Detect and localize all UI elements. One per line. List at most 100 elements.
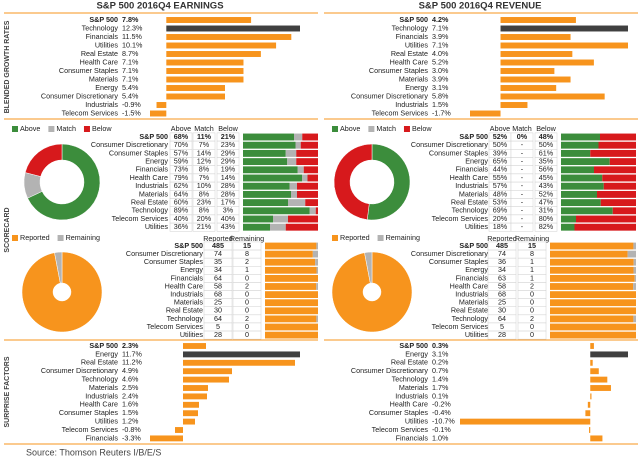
bar bbox=[166, 59, 244, 66]
table-value: 485 bbox=[212, 241, 224, 250]
bar bbox=[183, 343, 206, 349]
row-label: Consumer Discretionary bbox=[351, 91, 428, 100]
table-value: 15 bbox=[528, 241, 536, 250]
donut-slice bbox=[54, 251, 63, 284]
table-value: 20% bbox=[197, 214, 212, 223]
bar-segment bbox=[302, 174, 308, 182]
row-label: S&P 500 bbox=[89, 15, 118, 24]
table-value: 1 bbox=[530, 257, 534, 266]
bar-segment bbox=[561, 182, 604, 190]
table-value: 43% bbox=[221, 222, 236, 231]
table-value: 0 bbox=[245, 298, 249, 307]
bar-segment bbox=[561, 199, 601, 207]
table-value: 14% bbox=[197, 148, 212, 157]
table-value: 1 bbox=[530, 265, 534, 274]
bar-segment bbox=[600, 133, 636, 141]
table-value: 64 bbox=[214, 314, 222, 323]
value-label: 1.4% bbox=[432, 375, 449, 384]
bar-segment bbox=[602, 174, 636, 182]
value-label: 4.6% bbox=[122, 375, 139, 384]
row-label: Financials bbox=[456, 273, 489, 282]
bar-segment bbox=[574, 223, 636, 231]
row-label: Utilities bbox=[180, 330, 204, 339]
bar bbox=[587, 401, 591, 408]
table-value: 8% bbox=[199, 165, 210, 174]
table-value: 25 bbox=[498, 298, 506, 307]
row-label: Real Estate bbox=[451, 306, 488, 315]
bar bbox=[166, 76, 244, 83]
bar-segment bbox=[627, 250, 636, 258]
bar-segment bbox=[550, 323, 636, 331]
value-label: 3.1% bbox=[432, 83, 449, 92]
bar-segment bbox=[243, 199, 288, 207]
bar bbox=[500, 51, 573, 57]
bar-segment bbox=[265, 283, 317, 290]
bar-segment bbox=[265, 258, 316, 266]
table-value: 8 bbox=[530, 249, 534, 258]
row-label: Energy bbox=[465, 157, 488, 166]
table-value: - bbox=[521, 198, 524, 207]
table-value: 35% bbox=[539, 157, 554, 166]
table-value: 82% bbox=[539, 222, 554, 231]
row-label: Technology bbox=[392, 23, 429, 32]
row-label: Telecom Services bbox=[432, 214, 489, 223]
value-label: 3.9% bbox=[432, 32, 449, 41]
bar bbox=[166, 42, 277, 49]
table-value: 59% bbox=[174, 157, 189, 166]
bar-segment bbox=[561, 149, 591, 157]
table-value: 25 bbox=[214, 298, 222, 307]
bar-segment bbox=[265, 307, 318, 315]
bar bbox=[183, 393, 207, 400]
bar-segment bbox=[550, 274, 635, 282]
table-value: 28% bbox=[221, 181, 236, 190]
table-value: 2 bbox=[530, 281, 534, 290]
row-label: Technology bbox=[82, 23, 119, 32]
bar-segment bbox=[307, 174, 318, 182]
row-label: Telecom Services bbox=[62, 108, 119, 117]
value-label: 1.5% bbox=[432, 100, 449, 109]
table-value: 19% bbox=[221, 165, 236, 174]
bar-segment bbox=[609, 158, 636, 166]
row-label: Consumer Discretionary bbox=[351, 366, 428, 375]
table-value: 34 bbox=[214, 265, 222, 274]
table-value: 12% bbox=[197, 157, 212, 166]
table-value: 1 bbox=[245, 265, 249, 274]
value-label: 3.9% bbox=[432, 74, 449, 83]
value-label: 12.3% bbox=[122, 23, 143, 32]
table-value: 20% bbox=[493, 214, 508, 223]
column-header: Above bbox=[490, 124, 510, 133]
table-value: 65% bbox=[493, 157, 508, 166]
bar bbox=[500, 68, 555, 74]
value-label: 7.1% bbox=[122, 74, 139, 83]
table-cell bbox=[510, 222, 534, 232]
row-label: Telecom Services bbox=[112, 214, 169, 223]
bar bbox=[590, 385, 611, 391]
table-value: 55% bbox=[493, 173, 508, 182]
bar bbox=[183, 418, 195, 425]
legend-label: Remaining bbox=[66, 233, 100, 242]
row-label: Technology bbox=[132, 206, 169, 215]
table-value: 8% bbox=[199, 206, 210, 215]
table-value: 5 bbox=[500, 322, 504, 331]
bar bbox=[156, 102, 167, 108]
table-value: 68 bbox=[498, 290, 506, 299]
row-label: Utilities bbox=[405, 417, 429, 426]
bar-segment bbox=[243, 207, 310, 215]
table-value: 80% bbox=[539, 214, 554, 223]
table-value: - bbox=[521, 173, 524, 182]
table-value: 28 bbox=[498, 330, 506, 339]
bar-segment bbox=[612, 207, 636, 215]
row-label: Real Estate bbox=[391, 358, 428, 367]
row-label: Financials bbox=[396, 32, 429, 41]
row-label: S&P 500 bbox=[459, 132, 488, 141]
table-value: - bbox=[521, 181, 524, 190]
bar-segment bbox=[243, 133, 294, 141]
donut-slice bbox=[24, 143, 63, 177]
table-value: - bbox=[521, 222, 524, 231]
row-label: Consumer Discretionary bbox=[126, 249, 203, 258]
bar-segment bbox=[603, 182, 636, 190]
legend-label: Above bbox=[20, 124, 40, 133]
table-value: 14% bbox=[221, 173, 236, 182]
table-value: 36 bbox=[498, 257, 506, 266]
legend-label: Reported bbox=[20, 233, 50, 242]
